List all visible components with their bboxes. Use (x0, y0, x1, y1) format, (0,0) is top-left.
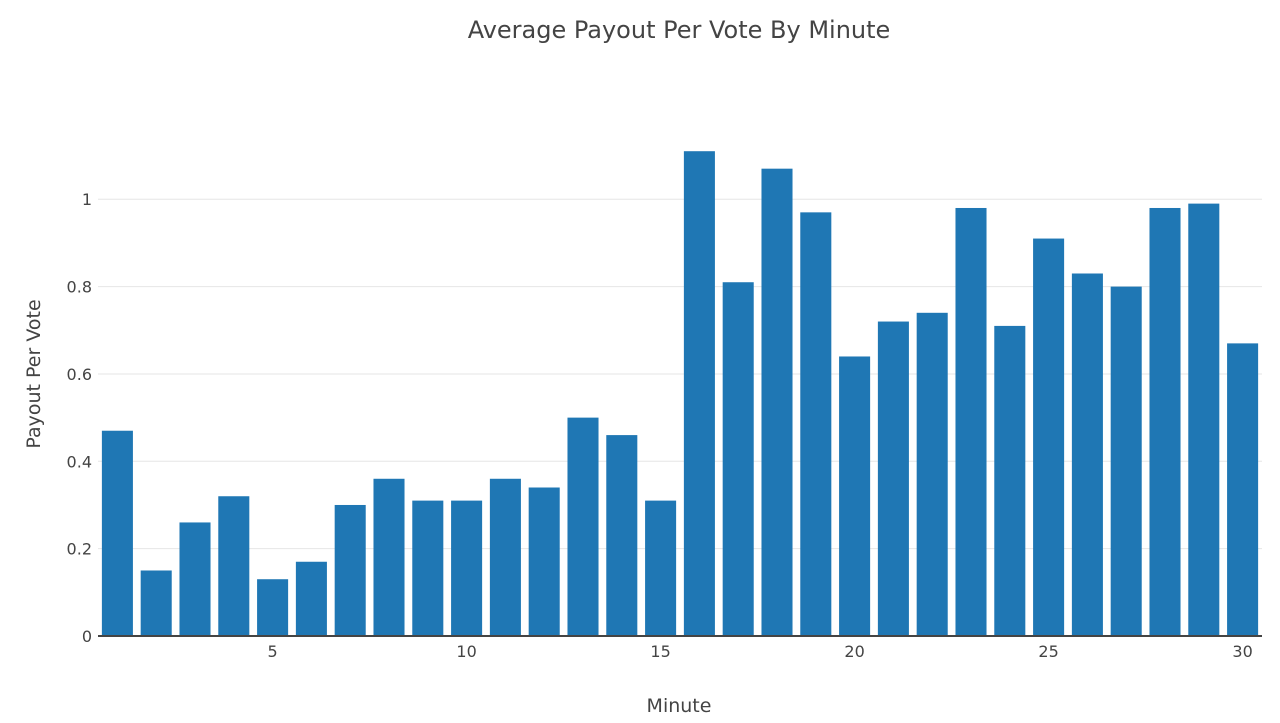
x-tick-label: 20 (844, 642, 864, 661)
y-tick-label: 0 (82, 627, 92, 646)
y-tick-label: 0.2 (67, 540, 92, 559)
bar-minute-23 (955, 207, 987, 636)
bar-minute-20 (839, 356, 871, 636)
bar-minute-5 (257, 579, 289, 636)
bars (101, 151, 1259, 637)
y-tick-label: 0.8 (67, 278, 92, 297)
bar-minute-2 (140, 570, 172, 636)
bar-minute-19 (800, 212, 832, 636)
bar-minute-13 (567, 417, 599, 636)
bar-minute-7 (334, 504, 366, 636)
y-axis-ticks: 0 0.2 0.4 0.6 0.8 1 (67, 190, 92, 646)
x-axis-title: Minute (647, 695, 712, 717)
x-tick-label: 30 (1232, 642, 1252, 661)
bar-minute-28 (1149, 207, 1181, 636)
bar-minute-12 (528, 487, 560, 636)
bar-minute-16 (683, 151, 715, 636)
x-tick-label: 5 (268, 642, 278, 661)
bar-minute-6 (295, 561, 327, 636)
bar-minute-4 (218, 496, 250, 636)
x-axis-ticks: 5 10 15 20 25 30 (268, 642, 1253, 661)
bar-minute-30 (1227, 343, 1259, 636)
bar-minute-24 (994, 325, 1026, 636)
bar-minute-22 (916, 312, 948, 636)
x-tick-label: 25 (1038, 642, 1058, 661)
bar-minute-25 (1033, 238, 1065, 637)
bar-minute-26 (1071, 273, 1103, 636)
bar-minute-14 (606, 435, 638, 636)
bar-minute-10 (451, 500, 483, 636)
bar-minute-18 (761, 168, 793, 636)
y-tick-label: 1 (82, 190, 92, 209)
bar-minute-21 (877, 321, 909, 636)
y-axis-title: Payout Per Vote (23, 299, 45, 448)
bar-minute-29 (1188, 203, 1220, 636)
bar-minute-9 (412, 500, 444, 636)
x-tick-label: 10 (456, 642, 476, 661)
y-tick-label: 0.6 (67, 365, 92, 384)
bar-minute-8 (373, 478, 405, 636)
bar-minute-3 (179, 522, 211, 636)
x-tick-label: 15 (650, 642, 670, 661)
bar-minute-27 (1110, 286, 1142, 636)
gridlines (98, 198, 1262, 550)
bar-minute-15 (645, 500, 677, 636)
bar-minute-11 (489, 478, 521, 636)
chart-title: Average Payout Per Vote By Minute (468, 16, 891, 44)
bar-minute-1 (101, 430, 133, 636)
bar-minute-17 (722, 282, 754, 636)
y-tick-label: 0.4 (67, 452, 92, 471)
